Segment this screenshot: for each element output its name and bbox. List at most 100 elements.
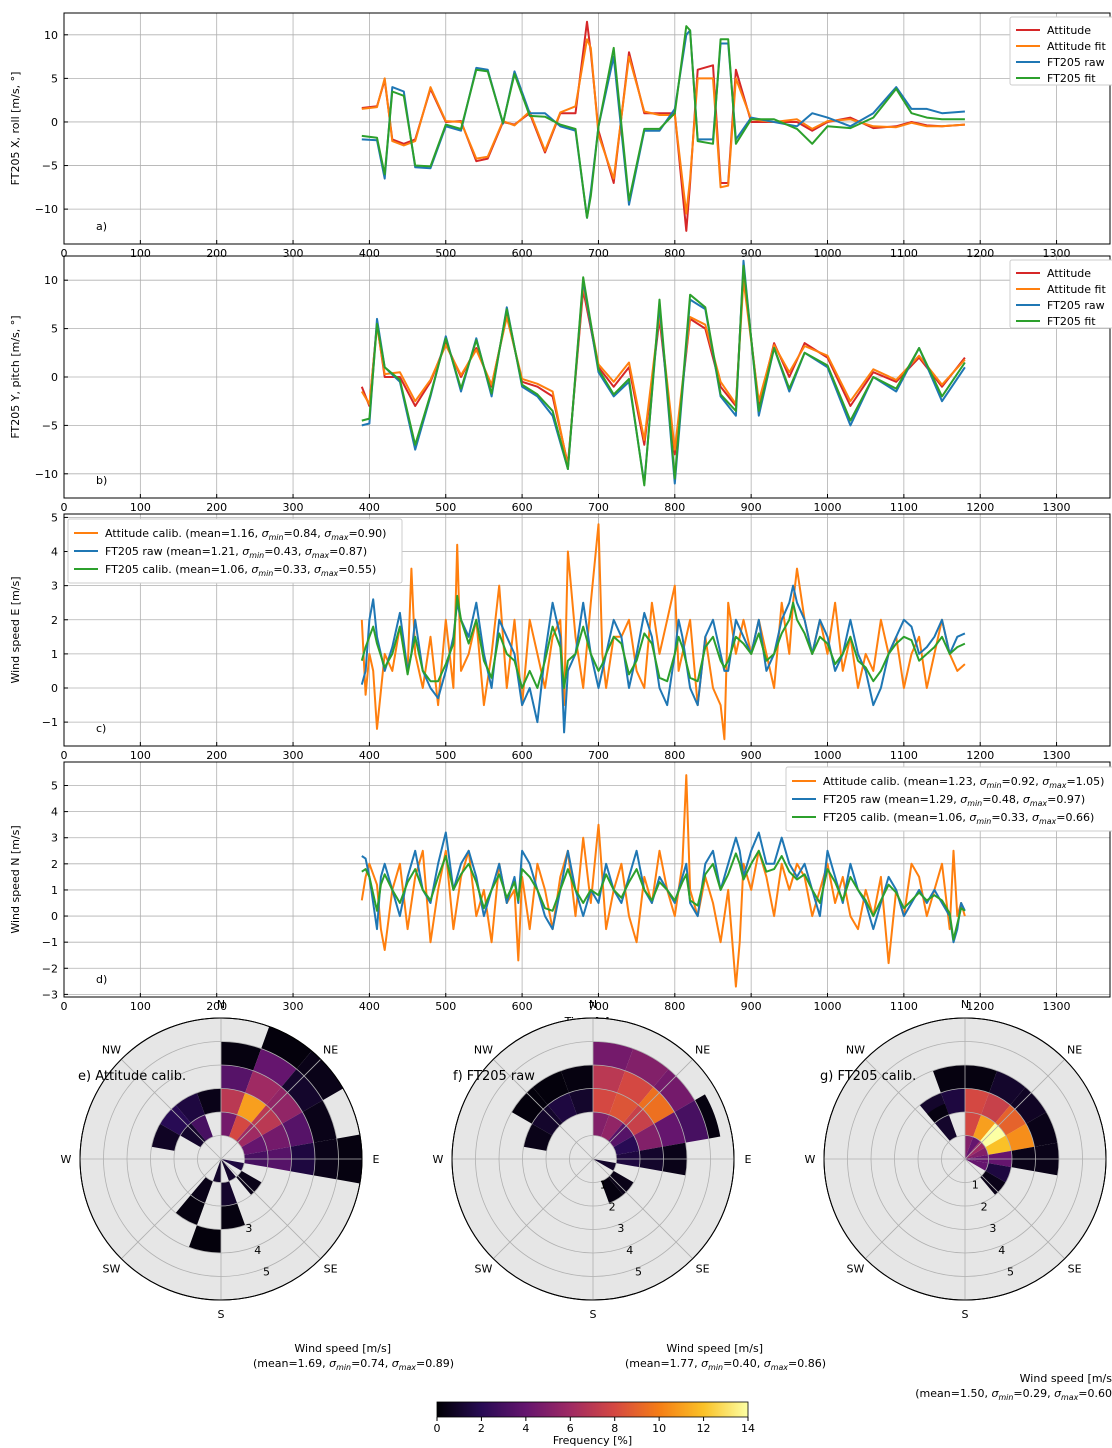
- y-tick-label: −5: [42, 419, 58, 432]
- y-tick-label: −2: [42, 962, 58, 975]
- x-tick-label: 800: [664, 501, 685, 514]
- windrose-sector: [221, 1159, 245, 1171]
- y-tick-label: 2: [51, 614, 58, 627]
- x-tick-label: 1100: [890, 247, 918, 260]
- windrose-sector: [980, 1170, 1006, 1196]
- windrose-title: g) FT205 calib.: [820, 1069, 916, 1084]
- legend-entry: FT205 fit: [1047, 72, 1096, 85]
- x-tick-label: 300: [283, 749, 304, 762]
- legend-entry-v1: =0.92,: [1002, 775, 1043, 788]
- windrose-sector: [927, 1103, 949, 1123]
- series-line-4: [361, 25, 965, 219]
- radial-tick-label: 5: [1007, 1266, 1014, 1279]
- windrose-caption-stats: (mean=1.69, σmin=0.74, σmax=0.89): [253, 1357, 454, 1372]
- windrose-sector: [593, 1159, 617, 1171]
- radial-tick-label: 2: [609, 1200, 616, 1213]
- x-tick-label: 200: [206, 749, 227, 762]
- legend-entry-s2: σ: [324, 527, 332, 540]
- x-tick-label: 0: [61, 1000, 68, 1013]
- windrose-sector: [965, 1136, 981, 1159]
- x-tick-label: 300: [283, 247, 304, 260]
- series-line-3: [360, 594, 966, 689]
- y-axis-label: FT205 Y, pitch [m/s, °]: [9, 315, 22, 438]
- windrose-sector: [159, 1104, 191, 1136]
- windrose-sector: [221, 1159, 237, 1182]
- radial-tick-label: 1: [972, 1178, 979, 1191]
- windrose-sector: [531, 1104, 563, 1136]
- legend-entry-s1: σ: [262, 527, 270, 540]
- x-tick-label: 100: [130, 247, 151, 260]
- windrose-sector: [625, 1048, 669, 1087]
- legend-entry-v2: =0.66): [1056, 811, 1094, 824]
- windrose-caption-stats-s1: σ: [701, 1357, 709, 1370]
- windrose-sector: [175, 1195, 205, 1226]
- x-tick-label: 1000: [814, 501, 842, 514]
- windrose-caption-stats-sub2: max: [1061, 1393, 1079, 1402]
- radial-tick-label: 5: [635, 1266, 642, 1279]
- legend-entry-s1: σ: [242, 545, 250, 558]
- windrose-sector: [212, 1159, 221, 1183]
- windrose-sector: [261, 1026, 312, 1069]
- series-line-1: [360, 523, 966, 741]
- polar-frame: [79, 1017, 363, 1301]
- windrose-sector: [965, 1135, 974, 1159]
- legend-entry-v1: =0.33,: [273, 563, 314, 576]
- windrose-caption-stats-v1: =0.40,: [723, 1357, 764, 1370]
- direction-label: NE: [323, 1043, 338, 1056]
- direction-label: W: [805, 1153, 816, 1166]
- windrose-caption: Wind speed [m/s: [1020, 1372, 1112, 1385]
- direction-label: S: [590, 1308, 597, 1321]
- x-tick-label: 200: [206, 1000, 227, 1013]
- windrose-sector: [980, 1122, 1006, 1148]
- legend-entry: Attitude fit: [1047, 40, 1106, 53]
- angular-gridline: [964, 1158, 1065, 1259]
- windrose-sector: [282, 1112, 314, 1147]
- y-tick-label: 3: [51, 832, 58, 845]
- line-panel-2: 0 100 200 300 400 500 600 700 800 900 1000 1100 1200…: [9, 255, 1112, 514]
- direction-label: NW: [474, 1043, 493, 1056]
- direction-label: E: [745, 1153, 752, 1166]
- y-tick-label: −10: [35, 203, 58, 216]
- radial-tick-label: 2: [981, 1200, 988, 1213]
- x-tick-label: 0: [61, 749, 68, 762]
- legend-entry-sub1: min: [249, 551, 264, 560]
- series-line-1: [360, 269, 966, 466]
- y-tick-label: 5: [51, 72, 58, 85]
- x-tick-label: 1300: [1043, 247, 1071, 260]
- legend-entry-s1: σ: [960, 793, 968, 806]
- legend-entry: FT205 fit: [1047, 315, 1096, 328]
- legend-entry-sub2: max: [312, 551, 330, 560]
- direction-label: S: [962, 1308, 969, 1321]
- windrose-caption-stats-prefix: (mean=1.69,: [253, 1357, 329, 1370]
- windrose-sector: [965, 1112, 982, 1137]
- x-tick-label: 0: [61, 247, 68, 260]
- legend-entry-sub1: min: [987, 781, 1002, 790]
- angular-gridline: [865, 1158, 966, 1259]
- x-tick-label: 500: [435, 1000, 456, 1013]
- x-tick-label: 500: [435, 501, 456, 514]
- angular-gridline: [121, 1158, 222, 1259]
- windrose-sector: [188, 1225, 221, 1253]
- legend-entry-s1: σ: [980, 775, 988, 788]
- direction-label: SW: [102, 1263, 120, 1276]
- windrose-sector: [221, 1181, 238, 1206]
- x-tick-label: 200: [206, 501, 227, 514]
- series-line-2: [360, 279, 966, 468]
- y-tick-label: 5: [51, 511, 58, 524]
- legend-entry: FT205 calib. (mean=1.06, σmin=0.33, σmax…: [823, 811, 1094, 826]
- windrose-sector: [1005, 1123, 1035, 1151]
- windrose-caption: Wind speed [m/s]: [294, 1342, 391, 1355]
- windrose-sector: [932, 1065, 965, 1093]
- x-tick-label: 1000: [814, 749, 842, 762]
- legend-entry-sub2: max: [1030, 799, 1048, 808]
- windrose-sector: [523, 1123, 553, 1151]
- windrose-sector: [560, 1065, 593, 1093]
- legend-entry: FT205 raw: [1047, 299, 1105, 312]
- legend-entry: Attitude calib. (mean=1.16, σmin=0.84, σ…: [105, 527, 386, 542]
- y-tick-label: 4: [51, 546, 58, 559]
- windrose-sector: [694, 1094, 721, 1139]
- windrose-sector: [633, 1123, 663, 1151]
- direction-label: NW: [102, 1043, 121, 1056]
- windrose-sector: [241, 1135, 268, 1155]
- windrose-sector: [965, 1159, 989, 1171]
